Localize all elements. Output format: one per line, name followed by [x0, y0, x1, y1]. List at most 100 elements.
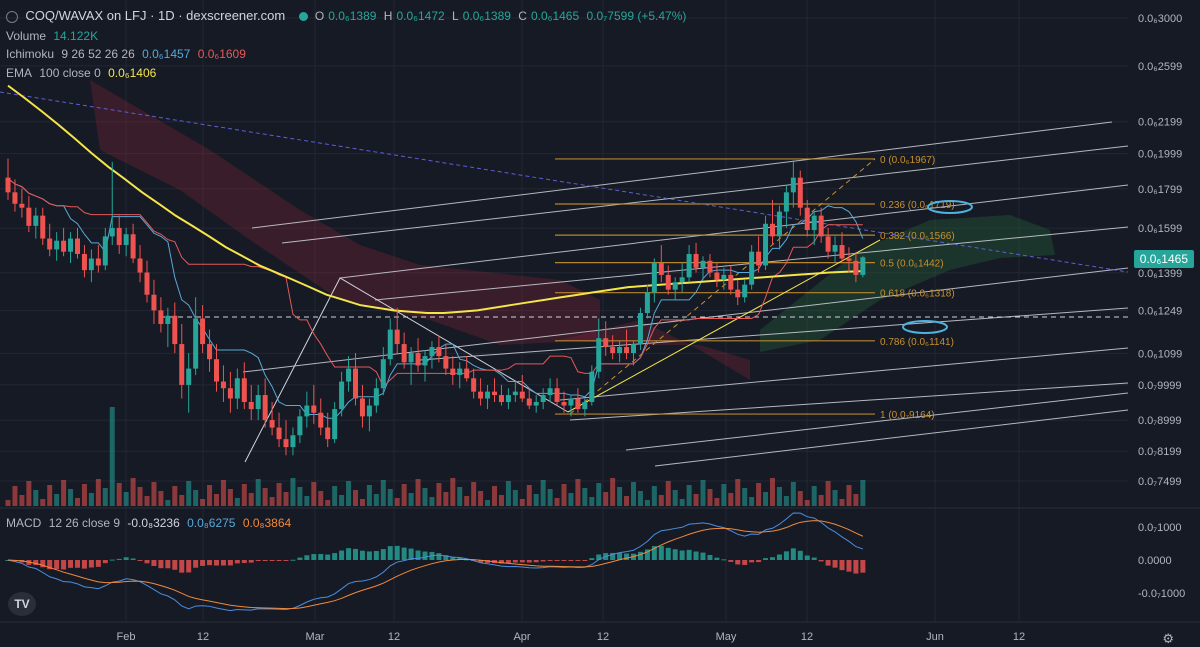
volume-bar	[450, 478, 456, 506]
candle-body	[81, 253, 87, 271]
candle-body	[603, 338, 609, 348]
macd-histogram-bar	[721, 559, 727, 561]
macd-histogram-bar	[749, 560, 755, 563]
ichimoku-legend[interactable]: Ichimoku 9 26 52 26 26 0.0₆1457 0.0₆1609	[6, 46, 250, 62]
candle-body	[596, 338, 602, 372]
volume-bar	[478, 491, 484, 506]
volume-bar	[339, 495, 345, 506]
volume-bar	[700, 480, 706, 506]
candle-body	[818, 215, 824, 237]
volume-bar	[123, 492, 129, 506]
ichimoku-value-2: 0.0₆1609	[197, 47, 246, 61]
volume-bar	[679, 499, 685, 506]
candle-body	[26, 207, 32, 226]
volume-bar	[109, 407, 115, 506]
fibonacci-retracement: 0 (0.0₆1967) 0.236 (0.0₆1719) 0.382 (0.0₆1…	[555, 155, 955, 421]
candle-body	[158, 310, 164, 324]
volume-bar	[47, 485, 53, 506]
volume-bar	[714, 498, 720, 506]
candle-body	[262, 395, 268, 421]
channel-line	[559, 347, 1129, 401]
macd-histogram-bar	[304, 555, 310, 560]
y-tick-label: 0.0₇8199	[1138, 446, 1182, 458]
y-tick-label: 0.0₆1999	[1138, 149, 1182, 161]
descending-dashed-trendline	[0, 91, 1129, 273]
candle-body	[811, 215, 817, 231]
symbol-title[interactable]: COQ/WAVAX on LFJ · 1D · dexscreener.com	[25, 8, 286, 23]
volume-bar	[749, 497, 755, 506]
macd-histogram-bar	[137, 560, 143, 561]
macd-histogram-bar	[283, 560, 289, 561]
time-axis: Feb 12 Mar 12 Apr 12 May 12 Jun 12	[117, 631, 1026, 643]
candle-body	[693, 253, 699, 268]
macd-legend[interactable]: MACD 12 26 close 9 -0.0₈3236 0.0₈6275 0.…	[6, 515, 295, 531]
volume-legend[interactable]: Volume 14.122K	[6, 28, 102, 44]
candle-body	[505, 395, 511, 403]
candle-body	[19, 203, 25, 208]
ema-legend[interactable]: EMA 100 close 0 0.0₆1406	[6, 65, 160, 81]
tradingview-logo-icon[interactable]: TV	[8, 592, 36, 616]
volume-bar	[547, 489, 553, 506]
volume-bar	[200, 499, 206, 506]
price-axis: 0.0₆3000 0.0₆2599 0.0₆2199 0.0₆1999 0.0₆1799…	[1138, 13, 1185, 600]
macd-histogram-bar	[728, 560, 734, 562]
candle-body	[116, 227, 122, 246]
macd-histogram-bar	[457, 558, 463, 560]
candle-body	[644, 292, 650, 314]
candle-body	[394, 329, 400, 345]
volume-bar	[498, 495, 504, 506]
candle-body	[478, 391, 484, 399]
volume-bar	[401, 484, 407, 506]
macd-histogram-bar	[332, 553, 338, 560]
volume-bar	[262, 488, 268, 506]
x-tick-label: May	[716, 631, 737, 643]
volume-bar	[165, 500, 171, 506]
candle-body	[464, 368, 470, 379]
candle-body	[95, 258, 101, 266]
macd-histogram-bar	[158, 560, 164, 569]
macd-histogram-bar	[853, 560, 859, 574]
volume-bar	[283, 492, 289, 506]
macd-tick-label: 0.0₇1000	[1138, 522, 1182, 534]
candle-body	[408, 353, 414, 363]
fib-level-label: 0.5 (0.0₆1442)	[880, 259, 944, 270]
candle-body	[742, 284, 748, 298]
candle-body	[610, 347, 616, 354]
volume-bar	[783, 496, 789, 506]
volume-bar	[540, 480, 546, 506]
volume-bar	[19, 495, 25, 506]
macd-histogram-bar	[207, 560, 213, 566]
volume-bar	[130, 478, 136, 506]
volume-bar	[276, 483, 282, 506]
x-tick-label: 12	[388, 631, 400, 643]
candle-body	[47, 238, 53, 250]
macd-histogram-bar	[214, 560, 219, 566]
volume-bar	[526, 485, 532, 506]
candle-body	[380, 359, 386, 389]
volume-bar	[318, 491, 324, 506]
volume-bar	[220, 480, 226, 506]
fib-level-label: 0.618 (0.0₆1318)	[880, 289, 955, 300]
macd-histogram-bar	[763, 558, 769, 560]
macd-params: 12 26 close 9	[48, 516, 121, 530]
macd-histogram-bar	[68, 560, 74, 568]
macd-histogram-bar	[220, 560, 226, 566]
macd-histogram-bar	[533, 560, 539, 563]
candle-body	[366, 405, 372, 417]
channel-line	[339, 184, 1129, 279]
volume-bar	[832, 490, 838, 506]
candle-body	[234, 378, 240, 399]
gear-icon[interactable]: ⚙	[1162, 631, 1174, 646]
candle-body	[825, 236, 831, 252]
high-value: 0.0₆1472	[396, 9, 445, 23]
volume-bar	[436, 483, 442, 506]
candle-body	[651, 263, 657, 293]
candle-body	[582, 402, 588, 410]
candle-body	[568, 398, 574, 406]
macd-histogram-bar	[596, 554, 602, 560]
low-label: L	[452, 9, 459, 23]
candle-body	[332, 409, 338, 440]
volume-bar	[505, 481, 511, 506]
macd-histogram-bar	[359, 550, 365, 560]
